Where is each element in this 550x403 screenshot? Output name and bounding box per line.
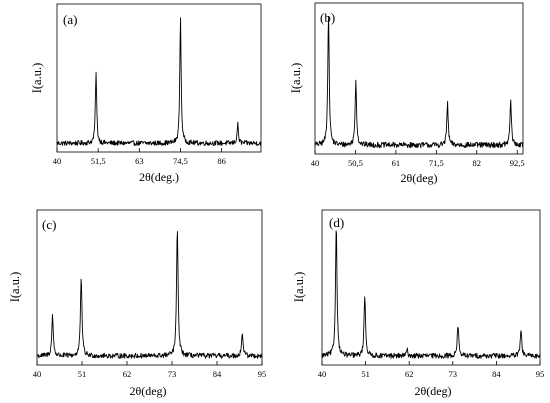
panel-c-xtick-label: 84 bbox=[213, 369, 222, 379]
panel-d-xtick-label: 84 bbox=[492, 369, 501, 379]
panel-d-ylabel: I(a.u.) bbox=[292, 272, 306, 303]
panel-d-series-line bbox=[321, 230, 541, 359]
panel-b-xtick-label: 82 bbox=[473, 158, 482, 168]
panel-b-ticks: 40 50,5 61 71,5 82 92,5 bbox=[311, 150, 525, 168]
panel-d: (d) I(a.u.) 2θ(deg) 40 51 62 73 84 95 bbox=[292, 209, 545, 398]
panel-b: (b) I(a.u.) 2θ(deg) 40 50,5 61 71,5 82 92,5 bbox=[289, 2, 525, 185]
panel-d-frame bbox=[321, 209, 541, 366]
panel-c-xtick-label: 51 bbox=[78, 369, 87, 379]
panel-d-ticks: 40 51 62 73 84 95 bbox=[318, 361, 545, 379]
panel-c-frame bbox=[36, 209, 263, 366]
panel-a-label: (a) bbox=[63, 12, 77, 27]
panel-c-xtick-label: 73 bbox=[168, 369, 177, 379]
panel-a: (a) I(a.u.) 2θ(deg.) 40 51,5 63 74,5 86 bbox=[30, 3, 262, 184]
panel-c-xtick-label: 40 bbox=[33, 369, 42, 379]
panel-b-xtick-label: 92,5 bbox=[510, 158, 525, 168]
panel-a-xlabel: 2θ(deg.) bbox=[139, 170, 179, 184]
panel-b-xtick-label: 50,5 bbox=[348, 158, 363, 168]
panel-a-xtick-label: 51,5 bbox=[91, 156, 106, 166]
panel-a-xtick-label: 86 bbox=[217, 156, 226, 166]
panel-a-series-line bbox=[56, 17, 262, 147]
panel-d-xtick-label: 40 bbox=[318, 369, 327, 379]
panel-b-xtick-label: 71,5 bbox=[429, 158, 444, 168]
panel-d-xtick-label: 62 bbox=[405, 369, 414, 379]
panel-a-ticks: 40 51,5 63 74,5 86 bbox=[53, 148, 226, 166]
panel-c: (c) I(a.u.) 2θ(deg) 40 51 62 73 84 95 bbox=[8, 209, 267, 398]
panel-a-frame bbox=[56, 3, 262, 153]
panel-c-xtick-label: 95 bbox=[258, 369, 267, 379]
panel-b-xtick-label: 40 bbox=[311, 158, 320, 168]
panel-c-ylabel: I(a.u.) bbox=[8, 272, 22, 303]
panel-b-frame bbox=[314, 2, 524, 155]
panel-a-xtick-label: 74,5 bbox=[173, 156, 188, 166]
panel-a-xtick-label: 63 bbox=[135, 156, 144, 166]
panel-d-label: (d) bbox=[329, 215, 344, 230]
panel-b-xlabel: 2θ(deg) bbox=[400, 171, 437, 185]
panel-c-series-line bbox=[36, 231, 263, 359]
panel-c-xlabel: 2θ(deg) bbox=[129, 384, 166, 398]
panel-c-label: (c) bbox=[42, 217, 56, 232]
panel-c-ticks: 40 51 62 73 84 95 bbox=[33, 361, 267, 379]
panel-b-series-line bbox=[314, 15, 524, 149]
panel-d-xlabel: 2θ(deg) bbox=[414, 384, 451, 398]
panel-c-xtick-label: 62 bbox=[123, 369, 132, 379]
panel-a-xtick-label: 40 bbox=[53, 156, 62, 166]
panel-b-xtick-label: 61 bbox=[392, 158, 401, 168]
panel-b-ylabel: I(a.u.) bbox=[289, 63, 303, 94]
panel-d-xtick-label: 51 bbox=[361, 369, 370, 379]
panel-d-xtick-label: 73 bbox=[449, 369, 458, 379]
panel-b-label: (b) bbox=[320, 10, 335, 25]
panel-a-ylabel: I(a.u.) bbox=[30, 63, 44, 94]
panel-d-xtick-label: 95 bbox=[536, 369, 545, 379]
